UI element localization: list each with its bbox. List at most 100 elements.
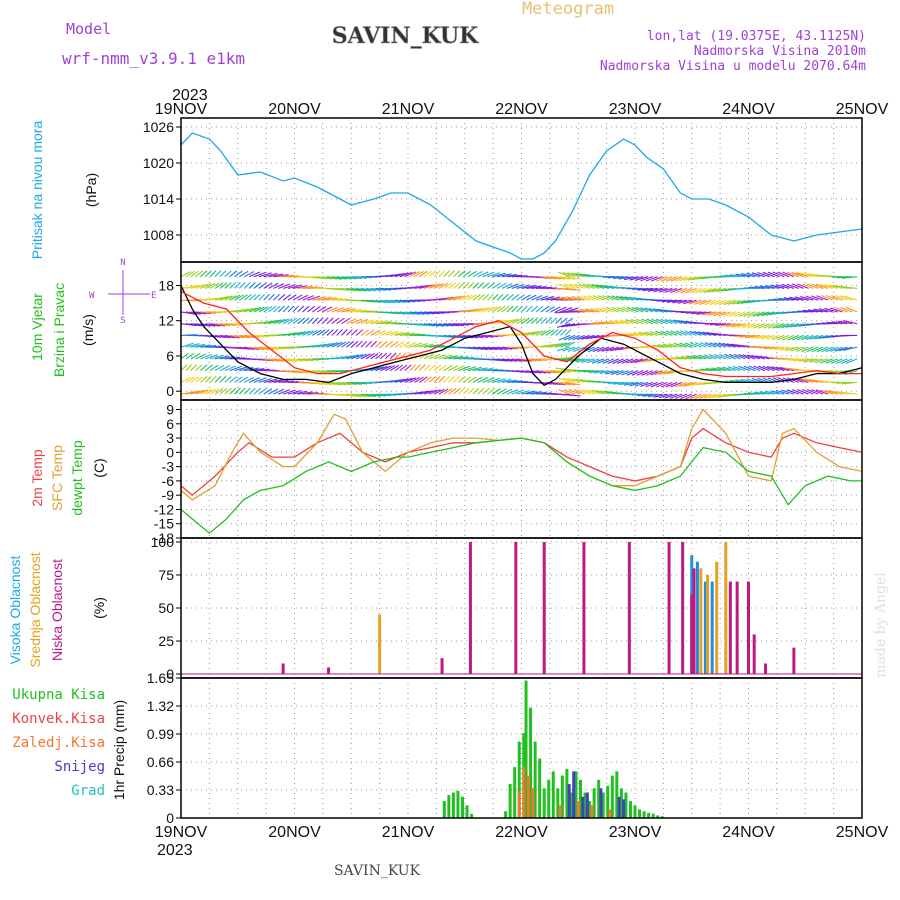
wind-barb bbox=[638, 331, 653, 336]
wind-barb bbox=[664, 318, 678, 325]
wind-barb bbox=[595, 284, 610, 289]
wind-barb bbox=[629, 276, 644, 281]
wind-barb bbox=[656, 299, 673, 302]
bar bbox=[538, 758, 542, 818]
wind-barb bbox=[647, 393, 663, 398]
wind-barb bbox=[472, 367, 488, 372]
compass-e: E bbox=[151, 291, 156, 301]
top-tick-label: 23NOV bbox=[609, 101, 662, 118]
wind-barb bbox=[477, 346, 493, 351]
wind-barb bbox=[712, 311, 726, 317]
wind-barb bbox=[545, 329, 555, 336]
wind-barb bbox=[752, 311, 765, 317]
wind-barb bbox=[811, 283, 824, 289]
wind-barb bbox=[297, 305, 305, 313]
wind-barb bbox=[584, 308, 600, 313]
wind-barb bbox=[414, 270, 424, 278]
wind-barb bbox=[351, 318, 363, 325]
wind-barb bbox=[591, 389, 605, 395]
wind-barb bbox=[249, 334, 265, 338]
wind-barb bbox=[350, 329, 358, 336]
wind-barb bbox=[560, 276, 576, 280]
wind-barb bbox=[249, 346, 264, 351]
wind-barb bbox=[399, 332, 415, 336]
wind-barb bbox=[428, 283, 441, 289]
wind-barb bbox=[624, 296, 639, 301]
wind-barb bbox=[618, 381, 634, 386]
y-tick-label: 1.65 bbox=[147, 670, 174, 686]
wind-barb bbox=[753, 365, 765, 372]
bar bbox=[583, 792, 587, 818]
series-line bbox=[180, 437, 862, 535]
wind-barb bbox=[620, 319, 634, 325]
wind-barb bbox=[496, 282, 507, 289]
wind-barb bbox=[496, 305, 506, 313]
wind-barb bbox=[700, 368, 717, 372]
year-label-top: 2023 bbox=[172, 87, 208, 104]
wind-barb bbox=[550, 329, 559, 336]
wind-barb bbox=[526, 294, 537, 301]
wind-barb bbox=[219, 365, 231, 372]
bar bbox=[656, 815, 660, 818]
cloud-panel: 0 25 50 75 100 bbox=[151, 534, 863, 682]
wind-barb bbox=[820, 283, 833, 289]
wind-barb bbox=[740, 273, 756, 278]
wind-barb bbox=[627, 332, 644, 336]
wind-barb bbox=[521, 370, 537, 374]
wind-barb bbox=[742, 323, 756, 329]
wind-barb bbox=[365, 287, 381, 292]
wind-barb bbox=[307, 329, 318, 336]
wind-barb bbox=[772, 323, 785, 329]
wind-barb bbox=[273, 305, 281, 313]
wind-barb bbox=[843, 346, 858, 351]
wind-barb bbox=[724, 353, 736, 360]
bar bbox=[585, 792, 589, 818]
wind-barb bbox=[521, 390, 536, 395]
wind-barb bbox=[754, 391, 770, 395]
wind-barb bbox=[341, 329, 348, 336]
wind-barb bbox=[709, 342, 722, 348]
wind-barb bbox=[804, 272, 819, 278]
wind-barb bbox=[229, 270, 238, 278]
wind-barb bbox=[763, 346, 780, 350]
wind-barb bbox=[614, 319, 629, 325]
wind-barb bbox=[645, 381, 658, 388]
wind-barb bbox=[200, 353, 212, 360]
wind-barb bbox=[650, 370, 663, 376]
wind-barb bbox=[453, 376, 461, 383]
wind-barb bbox=[694, 393, 707, 400]
wind-barb bbox=[777, 377, 790, 383]
wind-barb bbox=[457, 376, 466, 383]
wind-barb bbox=[680, 393, 692, 400]
wind-barb bbox=[487, 272, 501, 278]
wind-barb bbox=[355, 340, 363, 348]
wind-barb bbox=[351, 381, 367, 385]
wind-barb bbox=[443, 270, 450, 278]
wind-barb bbox=[565, 381, 581, 386]
wind-barb bbox=[660, 381, 673, 388]
wind-barb bbox=[704, 299, 717, 306]
wind-barb bbox=[701, 311, 717, 316]
wind-barb bbox=[743, 311, 756, 317]
wind-barb bbox=[640, 276, 654, 282]
wind-barb bbox=[282, 283, 296, 289]
bar bbox=[558, 805, 562, 818]
wind-barb bbox=[258, 293, 266, 301]
wind-barb bbox=[326, 276, 342, 280]
bar bbox=[690, 594, 694, 675]
y-tick-label: -9 bbox=[162, 487, 175, 503]
wind-barb bbox=[662, 343, 678, 348]
wind-barb bbox=[195, 344, 211, 348]
wind-barb bbox=[830, 346, 843, 352]
wind-barb bbox=[273, 283, 285, 289]
wind-barb bbox=[659, 287, 673, 293]
wind-barb bbox=[845, 306, 858, 313]
precip-ylabel: 1hr Precip (mm) bbox=[111, 700, 127, 800]
wind-barb bbox=[575, 358, 590, 363]
wind-barb bbox=[185, 364, 193, 372]
wind-barb bbox=[680, 287, 692, 294]
wind-barb bbox=[790, 346, 804, 352]
wind-barb bbox=[673, 319, 688, 325]
wind-barb bbox=[816, 346, 829, 353]
wind-barb bbox=[428, 323, 444, 327]
